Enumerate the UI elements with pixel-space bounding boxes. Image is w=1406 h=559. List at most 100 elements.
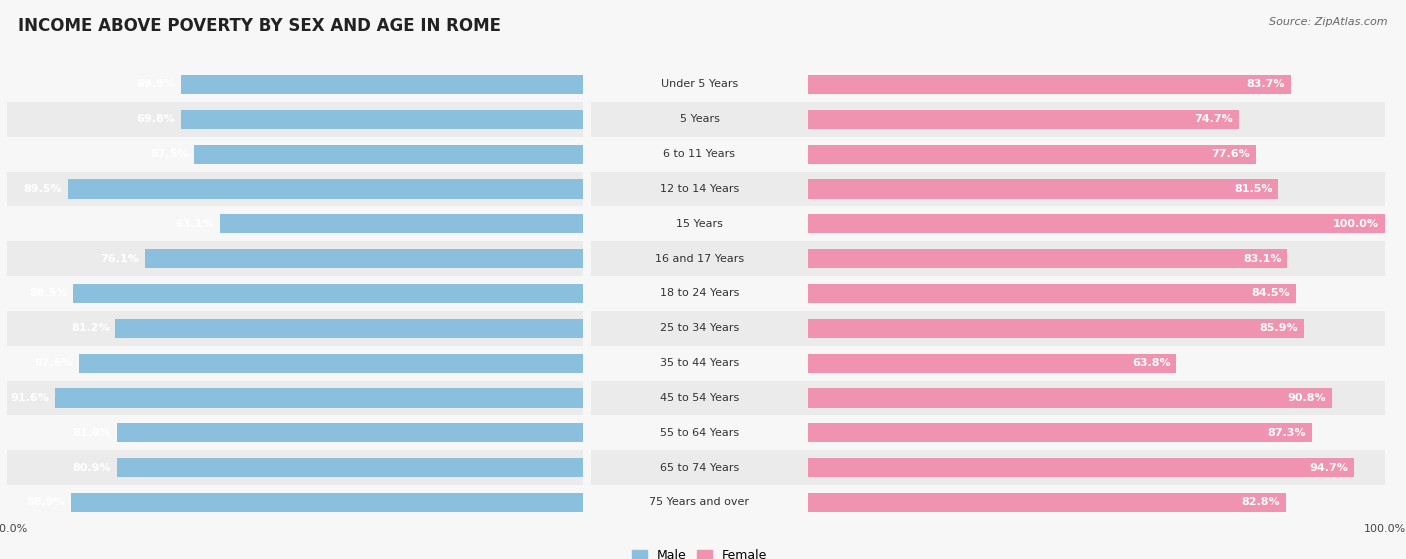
Bar xyxy=(808,67,1385,102)
Bar xyxy=(808,319,1303,338)
Text: 18 to 24 Years: 18 to 24 Years xyxy=(659,288,740,299)
Bar xyxy=(808,284,1295,303)
Bar xyxy=(7,137,583,172)
Bar xyxy=(808,137,1385,172)
Text: 12 to 14 Years: 12 to 14 Years xyxy=(659,184,740,194)
Bar xyxy=(591,485,808,520)
Bar xyxy=(591,241,808,276)
Text: 81.0%: 81.0% xyxy=(72,428,111,438)
Bar xyxy=(591,345,808,381)
Bar xyxy=(591,172,808,206)
Bar xyxy=(7,311,583,345)
Text: 6 to 11 Years: 6 to 11 Years xyxy=(664,149,735,159)
Bar xyxy=(808,214,1385,234)
Bar xyxy=(7,276,583,311)
Text: 80.9%: 80.9% xyxy=(73,463,111,472)
Text: 25 to 34 Years: 25 to 34 Years xyxy=(659,323,740,333)
Bar xyxy=(808,75,1291,94)
Text: 45 to 54 Years: 45 to 54 Years xyxy=(659,393,740,403)
Bar xyxy=(194,145,583,164)
Bar xyxy=(808,110,1239,129)
Bar xyxy=(808,311,1385,345)
Text: 16 and 17 Years: 16 and 17 Years xyxy=(655,254,744,264)
Bar xyxy=(180,75,583,94)
Legend: Male, Female: Male, Female xyxy=(627,544,772,559)
Bar xyxy=(591,381,808,415)
Bar xyxy=(808,485,1385,520)
Text: 88.9%: 88.9% xyxy=(27,498,65,508)
Bar xyxy=(808,345,1385,381)
Text: 90.8%: 90.8% xyxy=(1288,393,1326,403)
Bar xyxy=(7,381,583,415)
Text: 67.5%: 67.5% xyxy=(150,149,188,159)
Text: Source: ZipAtlas.com: Source: ZipAtlas.com xyxy=(1270,17,1388,27)
Bar xyxy=(591,206,808,241)
Text: 81.2%: 81.2% xyxy=(72,323,110,333)
Bar xyxy=(808,241,1385,276)
Bar xyxy=(808,381,1385,415)
Bar xyxy=(7,345,583,381)
Text: 5 Years: 5 Years xyxy=(679,115,720,124)
Text: 83.1%: 83.1% xyxy=(1243,254,1282,264)
Bar xyxy=(808,415,1385,450)
Bar xyxy=(808,145,1256,164)
Text: 89.5%: 89.5% xyxy=(22,184,62,194)
Bar xyxy=(591,67,808,102)
Text: 91.6%: 91.6% xyxy=(11,393,49,403)
Text: 88.5%: 88.5% xyxy=(30,288,67,299)
Bar xyxy=(591,450,808,485)
Text: 84.5%: 84.5% xyxy=(1251,288,1289,299)
Text: Under 5 Years: Under 5 Years xyxy=(661,79,738,89)
Text: 74.7%: 74.7% xyxy=(1195,115,1233,124)
Text: 87.3%: 87.3% xyxy=(1267,428,1306,438)
Text: 35 to 44 Years: 35 to 44 Years xyxy=(659,358,740,368)
Text: 81.5%: 81.5% xyxy=(1234,184,1272,194)
Bar xyxy=(72,493,583,512)
Text: 76.1%: 76.1% xyxy=(100,254,139,264)
Bar xyxy=(591,415,808,450)
Text: 87.6%: 87.6% xyxy=(34,358,73,368)
Text: 63.8%: 63.8% xyxy=(1132,358,1170,368)
Bar xyxy=(808,172,1385,206)
Bar xyxy=(808,493,1285,512)
Text: 69.8%: 69.8% xyxy=(136,115,176,124)
Bar xyxy=(808,389,1331,408)
Bar xyxy=(808,353,1177,373)
Text: 77.6%: 77.6% xyxy=(1211,149,1250,159)
Bar xyxy=(7,172,583,206)
Bar xyxy=(55,389,583,408)
Text: 65 to 74 Years: 65 to 74 Years xyxy=(659,463,740,472)
Bar xyxy=(808,276,1385,311)
Text: 85.9%: 85.9% xyxy=(1260,323,1298,333)
Bar xyxy=(7,241,583,276)
Bar xyxy=(115,319,583,338)
Text: 75 Years and over: 75 Years and over xyxy=(650,498,749,508)
Bar xyxy=(73,284,583,303)
Bar xyxy=(591,137,808,172)
Bar xyxy=(7,485,583,520)
Bar xyxy=(808,249,1288,268)
Bar xyxy=(808,458,1354,477)
Bar xyxy=(181,110,583,129)
Text: INCOME ABOVE POVERTY BY SEX AND AGE IN ROME: INCOME ABOVE POVERTY BY SEX AND AGE IN R… xyxy=(18,17,502,35)
Bar xyxy=(7,450,583,485)
Bar xyxy=(7,67,583,102)
Text: 63.1%: 63.1% xyxy=(176,219,214,229)
Bar xyxy=(591,276,808,311)
Text: 69.9%: 69.9% xyxy=(136,79,174,89)
Bar xyxy=(67,179,583,198)
Bar xyxy=(117,458,583,477)
Bar xyxy=(808,179,1278,198)
Bar xyxy=(117,423,583,442)
Bar xyxy=(79,353,583,373)
Text: 94.7%: 94.7% xyxy=(1310,463,1348,472)
Text: 100.0%: 100.0% xyxy=(1333,219,1379,229)
Bar xyxy=(808,102,1385,137)
Text: 55 to 64 Years: 55 to 64 Years xyxy=(659,428,740,438)
Bar xyxy=(145,249,583,268)
Bar xyxy=(808,423,1312,442)
Bar xyxy=(591,311,808,345)
Bar xyxy=(219,214,583,234)
Bar xyxy=(591,102,808,137)
Bar xyxy=(808,450,1385,485)
